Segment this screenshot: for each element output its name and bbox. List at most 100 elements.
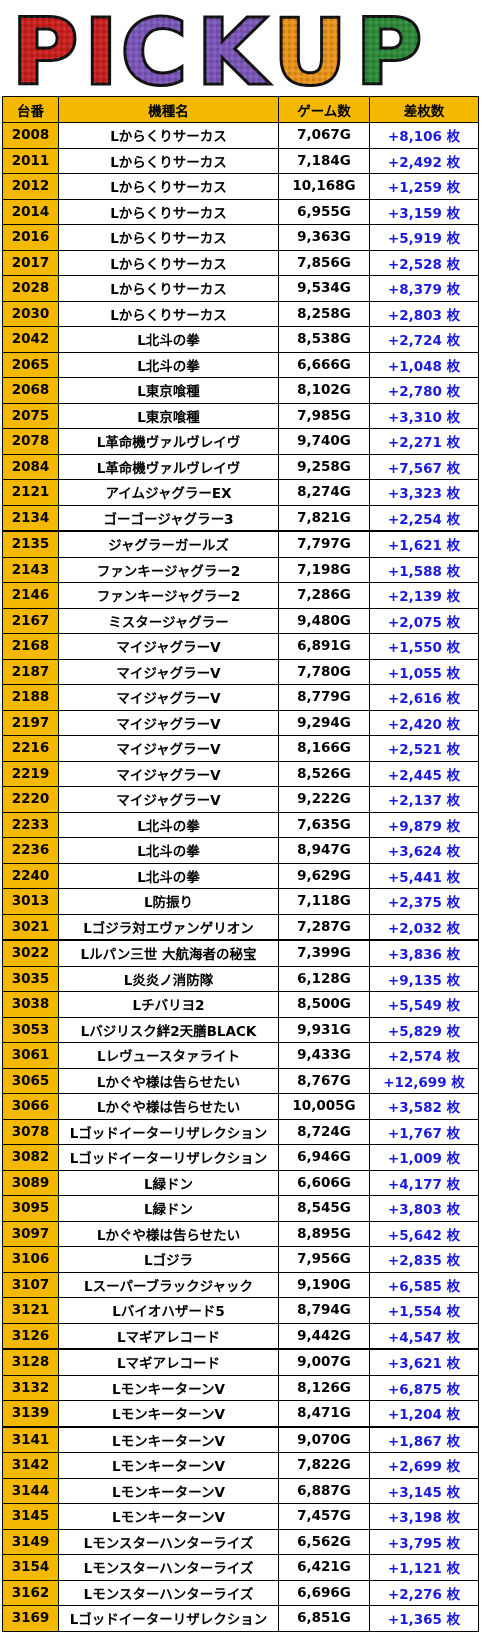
coin-difference-cell: +2,803 枚	[369, 300, 479, 327]
game-count-cell: 7,287G	[278, 913, 370, 941]
model-name-cell: Lゴジラ	[58, 1246, 279, 1273]
game-count-cell: 8,526G	[278, 760, 370, 787]
game-count-cell: 9,931G	[278, 1016, 370, 1043]
machine-number-cell: 2084	[2, 453, 59, 480]
game-count-cell: 9,629G	[278, 862, 370, 889]
coin-difference-cell: +2,616 枚	[369, 684, 479, 711]
machine-number-cell: 2216	[2, 735, 59, 762]
machine-number-cell: 3078	[2, 1118, 59, 1145]
coin-difference-cell: +5,919 枚	[369, 224, 479, 251]
table-row: 3121 Lバイオハザード5 8,794G +1,554 枚	[2, 1297, 479, 1324]
game-count-cell: 6,955G	[278, 198, 370, 225]
table-row: 2017 Lからくりサーカス 7,856G +2,528 枚	[2, 249, 479, 276]
model-name-cell: L北斗の拳	[58, 811, 279, 838]
table-row: 3066 Lかぐや様は告らせたい 10,005G +3,582 枚	[2, 1093, 479, 1120]
banner-letter: P	[355, 0, 422, 96]
machine-number-cell: 2011	[2, 147, 59, 174]
game-count-cell: 8,126G	[278, 1374, 370, 1401]
machine-number-cell: 2220	[2, 786, 59, 813]
coin-difference-cell: +2,574 枚	[369, 1042, 479, 1069]
table-row: 2143 ファンキージャグラー2 7,198G +1,588 枚	[2, 556, 479, 583]
coin-difference-cell: +2,724 枚	[369, 326, 479, 353]
model-name-cell: L東京喰種	[58, 402, 279, 429]
model-name-cell: Lマギアレコード	[58, 1348, 279, 1376]
machine-number-cell: 3089	[2, 1169, 59, 1196]
game-count-cell: 7,198G	[278, 556, 370, 583]
machine-number-cell: 3149	[2, 1528, 59, 1555]
machine-number-cell: 2187	[2, 658, 59, 685]
coin-difference-cell: +1,121 枚	[369, 1554, 479, 1581]
banner-letter: C	[120, 0, 188, 96]
model-name-cell: L革命機ヴァルヴレイヴ	[58, 428, 279, 455]
table-row: 3097 Lかぐや様は告らせたい 8,895G +5,642 枚	[2, 1220, 479, 1247]
game-count-cell: 6,562G	[278, 1528, 370, 1555]
table-row: 3145 LモンキーターンV 7,457G +3,198 枚	[2, 1503, 479, 1530]
model-name-cell: ファンキージャグラー2	[58, 556, 279, 583]
machine-number-cell: 3035	[2, 965, 59, 992]
model-name-cell: Lからくりサーカス	[58, 147, 279, 174]
table-row: 2240 L北斗の拳 9,629G +5,441 枚	[2, 862, 479, 889]
header-machine-number: 台番	[2, 96, 59, 123]
table-row: 2075 L東京喰種 7,985G +3,310 枚	[2, 402, 479, 429]
game-count-cell: 9,534G	[278, 275, 370, 302]
coin-difference-cell: +2,780 枚	[369, 377, 479, 404]
model-name-cell: Lバジリスク絆2天膳BLACK	[58, 1016, 279, 1043]
model-name-cell: Lからくりサーカス	[58, 224, 279, 251]
machine-number-cell: 2042	[2, 326, 59, 353]
machine-number-cell: 3022	[2, 939, 59, 967]
header-model-name: 機種名	[58, 96, 279, 123]
coin-difference-cell: +2,420 枚	[369, 709, 479, 736]
coin-difference-cell: +4,547 枚	[369, 1322, 479, 1350]
machine-number-cell: 3106	[2, 1246, 59, 1273]
table-row: 2233 L北斗の拳 7,635G +9,879 枚	[2, 811, 479, 838]
banner-letter-texture: C	[120, 0, 188, 96]
model-name-cell: ファンキージャグラー2	[58, 582, 279, 609]
machine-number-cell: 3132	[2, 1374, 59, 1401]
coin-difference-cell: +3,836 枚	[369, 939, 479, 967]
coin-difference-cell: +1,621 枚	[369, 530, 479, 558]
table-row: 3142 LモンキーターンV 7,822G +2,699 枚	[2, 1452, 479, 1479]
coin-difference-cell: +3,145 枚	[369, 1477, 479, 1504]
game-count-cell: 6,851G	[278, 1605, 370, 1632]
model-name-cell: L革命機ヴァルヴレイヴ	[58, 453, 279, 480]
table-row: 3095 L緑ドン 8,545G +3,803 枚	[2, 1195, 479, 1222]
model-name-cell: L緑ドン	[58, 1169, 279, 1196]
model-name-cell: Lゴッドイーターリザレクション	[58, 1605, 279, 1632]
banner-letter-texture: I	[84, 0, 118, 96]
model-name-cell: LモンキーターンV	[58, 1425, 279, 1453]
coin-difference-cell: +3,198 枚	[369, 1503, 479, 1530]
machine-number-cell: 3162	[2, 1579, 59, 1606]
game-count-cell: 6,946G	[278, 1144, 370, 1171]
table-row: 2011 Lからくりサーカス 7,184G +2,492 枚	[2, 147, 479, 174]
game-count-cell: 9,070G	[278, 1425, 370, 1453]
coin-difference-cell: +1,048 枚	[369, 351, 479, 378]
model-name-cell: Lゴッドイーターリザレクション	[58, 1144, 279, 1171]
model-name-cell: ジャグラーガールズ	[58, 530, 279, 558]
model-name-cell: LモンキーターンV	[58, 1374, 279, 1401]
coin-difference-cell: +5,549 枚	[369, 991, 479, 1018]
table-row: 2220 マイジャグラーV 9,222G +2,137 枚	[2, 786, 479, 813]
game-count-cell: 9,442G	[278, 1322, 370, 1350]
coin-difference-cell: +2,699 枚	[369, 1452, 479, 1479]
model-name-cell: Lバイオハザード5	[58, 1297, 279, 1324]
game-count-cell: 7,822G	[278, 1452, 370, 1479]
header-game-count: ゲーム数	[278, 96, 370, 123]
table-row: 3061 Lレヴュースタァライト 9,433G +2,574 枚	[2, 1042, 479, 1069]
machine-number-cell: 2017	[2, 249, 59, 276]
table-row: 2146 ファンキージャグラー2 7,286G +2,139 枚	[2, 582, 479, 609]
coin-difference-cell: +12,699 枚	[369, 1067, 479, 1094]
game-count-cell: 9,363G	[278, 224, 370, 251]
coin-difference-cell: +3,803 枚	[369, 1195, 479, 1222]
game-count-cell: 9,433G	[278, 1042, 370, 1069]
coin-difference-cell: +2,276 枚	[369, 1579, 479, 1606]
model-name-cell: Lかぐや様は告らせたい	[58, 1067, 279, 1094]
game-count-cell: 8,471G	[278, 1400, 370, 1427]
model-name-cell: L北斗の拳	[58, 326, 279, 353]
game-count-cell: 7,286G	[278, 582, 370, 609]
machine-number-cell: 2143	[2, 556, 59, 583]
coin-difference-cell: +5,642 枚	[369, 1220, 479, 1247]
coin-difference-cell: +2,375 枚	[369, 888, 479, 915]
coin-difference-cell: +1,259 枚	[369, 173, 479, 200]
game-count-cell: 6,891G	[278, 633, 370, 660]
banner-letter-texture: P	[11, 0, 78, 96]
